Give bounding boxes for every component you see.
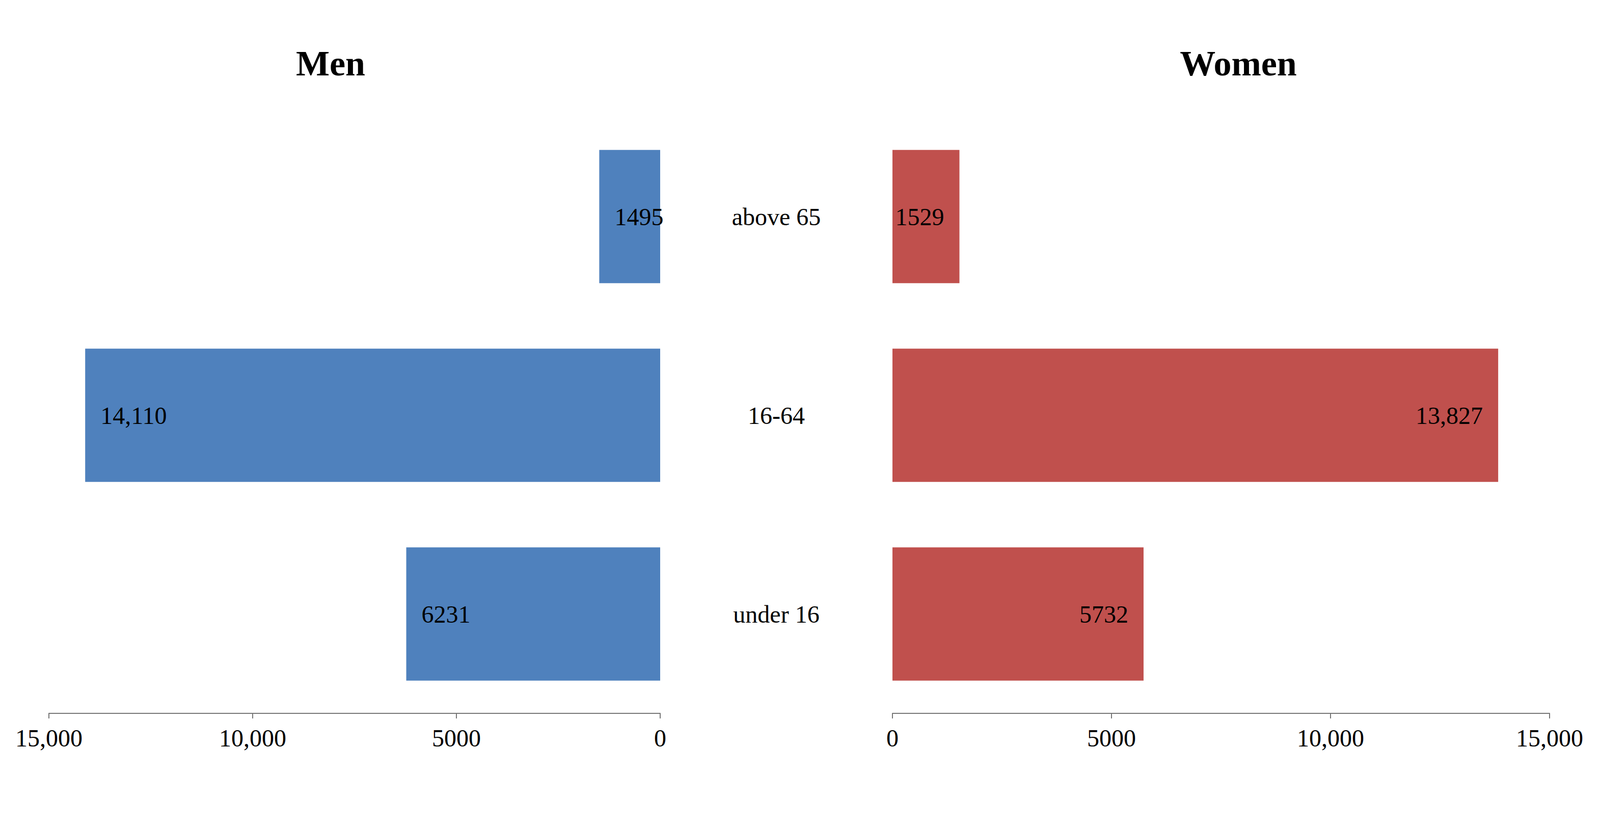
svg-text:above 65: above 65 bbox=[731, 203, 822, 231]
svg-text:1495: 1495 bbox=[614, 203, 664, 231]
svg-text:15,000: 15,000 bbox=[1515, 724, 1584, 752]
svg-text:1529: 1529 bbox=[895, 203, 944, 231]
svg-text:15,000: 15,000 bbox=[15, 724, 83, 752]
svg-text:14,110: 14,110 bbox=[100, 401, 167, 429]
svg-text:13,827: 13,827 bbox=[1415, 401, 1483, 429]
svg-text:10,000: 10,000 bbox=[1296, 724, 1365, 752]
svg-text:Women: Women bbox=[1179, 43, 1297, 84]
svg-text:16-64: 16-64 bbox=[747, 401, 805, 429]
svg-text:Men: Men bbox=[295, 43, 366, 84]
svg-text:10,000: 10,000 bbox=[219, 724, 287, 752]
svg-text:5000: 5000 bbox=[1087, 724, 1136, 752]
svg-text:6231: 6231 bbox=[421, 600, 471, 628]
svg-text:5732: 5732 bbox=[1079, 600, 1129, 628]
svg-text:under 16: under 16 bbox=[733, 600, 820, 628]
svg-text:0: 0 bbox=[886, 724, 899, 752]
svg-text:5000: 5000 bbox=[431, 724, 481, 752]
svg-text:0: 0 bbox=[654, 724, 667, 752]
